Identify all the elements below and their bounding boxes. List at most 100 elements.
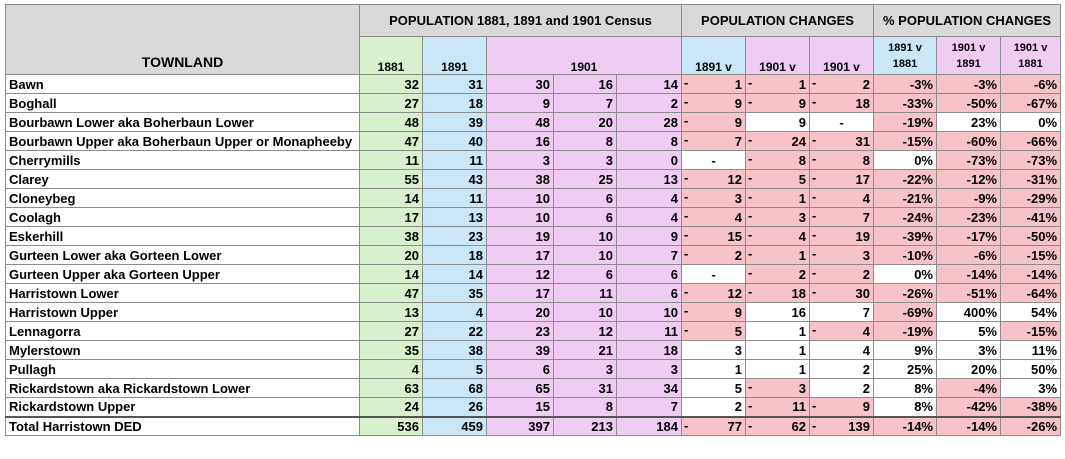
- change-1891-v-1881-cell[interactable]: 5: [681, 378, 746, 398]
- pop-1881-cell[interactable]: 35: [359, 340, 423, 360]
- total-1901-female-cell[interactable]: 184: [616, 415, 682, 436]
- pct-1901-v-1881-cell[interactable]: 50%: [999, 359, 1062, 379]
- pop-1901-male-cell[interactable]: 6: [553, 264, 617, 284]
- pop-1901-male-cell[interactable]: 21: [553, 340, 617, 360]
- pct-1901-v-1881-cell[interactable]: -29%: [999, 188, 1062, 208]
- pct-1901-v-1881-cell[interactable]: 11%: [999, 340, 1062, 360]
- pop-1881-cell[interactable]: 55: [359, 169, 423, 189]
- pop-1901-total-cell[interactable]: 10: [486, 188, 554, 208]
- change-1901-v-1881-cell[interactable]: 2: [809, 359, 874, 379]
- pop-1881-cell[interactable]: 27: [359, 321, 423, 341]
- change-1901-v-1881-cell[interactable]: -8: [809, 150, 874, 170]
- pct-1891-v-1881-cell[interactable]: 9%: [873, 340, 937, 360]
- pct-1901-v-1891-cell[interactable]: -12%: [936, 169, 1001, 189]
- pop-1901-female-cell[interactable]: 34: [616, 378, 682, 398]
- pop-1901-female-cell[interactable]: 2: [616, 93, 682, 113]
- pct-1901-v-1891-cell[interactable]: 20%: [936, 359, 1001, 379]
- pop-1891-cell[interactable]: 22: [422, 321, 487, 341]
- pop-1901-male-cell[interactable]: 8: [553, 131, 617, 151]
- townland-name-cell[interactable]: Mylerstown: [5, 340, 360, 360]
- change-1901-v-1881-cell[interactable]: 7: [809, 302, 874, 322]
- pct-1891-v-1881-cell[interactable]: -10%: [873, 245, 937, 265]
- pop-1881-cell[interactable]: 14: [359, 264, 423, 284]
- pct-1901-v-1891-cell[interactable]: 5%: [936, 321, 1001, 341]
- pop-1891-cell[interactable]: 4: [422, 302, 487, 322]
- total-pct-1901-v-1881-cell[interactable]: -26%: [999, 415, 1062, 436]
- pop-1901-total-cell[interactable]: 19: [486, 226, 554, 246]
- total-1891-cell[interactable]: 459: [422, 415, 487, 436]
- pop-1881-cell[interactable]: 14: [359, 188, 423, 208]
- pop-1901-female-cell[interactable]: 4: [616, 207, 682, 227]
- pop-1891-cell[interactable]: 13: [422, 207, 487, 227]
- change-1901-v-1881-cell[interactable]: -9: [809, 397, 874, 417]
- pop-1881-cell[interactable]: 20: [359, 245, 423, 265]
- change-1891-v-1881-cell[interactable]: -3: [681, 188, 746, 208]
- pop-1901-female-cell[interactable]: 14: [616, 74, 682, 94]
- pop-1901-total-cell[interactable]: 16: [486, 131, 554, 151]
- pop-1881-cell[interactable]: 48: [359, 112, 423, 132]
- pct-1901-v-1881-cell[interactable]: -6%: [999, 74, 1062, 94]
- townland-name-cell[interactable]: Gurteen Upper aka Gorteen Upper: [5, 264, 360, 284]
- pct-1901-v-1891-cell[interactable]: -3%: [936, 74, 1001, 94]
- pct-1901-v-1881-cell[interactable]: -66%: [999, 131, 1062, 151]
- change-1901-v-1891-cell[interactable]: 1: [745, 359, 810, 379]
- change-1891-v-1881-cell[interactable]: - 12: [681, 169, 746, 189]
- pop-1891-cell[interactable]: 38: [422, 340, 487, 360]
- pop-1901-female-cell[interactable]: 3: [616, 359, 682, 379]
- pop-1891-cell[interactable]: 18: [422, 93, 487, 113]
- pct-1901-v-1881-cell[interactable]: -73%: [999, 150, 1062, 170]
- pop-1901-female-cell[interactable]: 18: [616, 340, 682, 360]
- pop-1901-female-cell[interactable]: 13: [616, 169, 682, 189]
- pop-1881-cell[interactable]: 32: [359, 74, 423, 94]
- pct-1901-v-1891-cell[interactable]: -50%: [936, 93, 1001, 113]
- change-1901-v-1881-cell[interactable]: -3: [809, 245, 874, 265]
- pop-1901-male-cell[interactable]: 3: [553, 150, 617, 170]
- change-1891-v-1881-cell[interactable]: -5: [681, 321, 746, 341]
- total-change-1901-v-1881-cell[interactable]: - 139: [809, 415, 874, 436]
- pop-1901-total-cell[interactable]: 23: [486, 321, 554, 341]
- pop-1881-cell[interactable]: 47: [359, 131, 423, 151]
- pct-1901-v-1881-cell[interactable]: -15%: [999, 321, 1062, 341]
- pct-1901-v-1881-cell[interactable]: -67%: [999, 93, 1062, 113]
- pop-1901-total-cell[interactable]: 17: [486, 283, 554, 303]
- pop-1901-female-cell[interactable]: 10: [616, 302, 682, 322]
- pop-1901-male-cell[interactable]: 10: [553, 245, 617, 265]
- pct-1901-v-1891-cell[interactable]: -23%: [936, 207, 1001, 227]
- pop-1901-female-cell[interactable]: 7: [616, 397, 682, 417]
- pop-1901-male-cell[interactable]: 6: [553, 188, 617, 208]
- pop-1891-cell[interactable]: 35: [422, 283, 487, 303]
- change-1901-v-1881-cell[interactable]: 4: [809, 340, 874, 360]
- pop-1901-total-cell[interactable]: 48: [486, 112, 554, 132]
- pct-1891-v-1881-cell[interactable]: 8%: [873, 378, 937, 398]
- pop-1901-male-cell[interactable]: 20: [553, 112, 617, 132]
- pop-1901-total-cell[interactable]: 39: [486, 340, 554, 360]
- pop-1901-total-cell[interactable]: 30: [486, 74, 554, 94]
- pct-1891-v-1881-cell[interactable]: 25%: [873, 359, 937, 379]
- pop-1891-cell[interactable]: 5: [422, 359, 487, 379]
- pop-1901-total-cell[interactable]: 65: [486, 378, 554, 398]
- change-1891-v-1881-cell[interactable]: -9: [681, 302, 746, 322]
- pop-1891-cell[interactable]: 43: [422, 169, 487, 189]
- pct-1901-v-1881-cell[interactable]: -50%: [999, 226, 1062, 246]
- pop-1901-female-cell[interactable]: 0: [616, 150, 682, 170]
- pct-1891-v-1881-cell[interactable]: -21%: [873, 188, 937, 208]
- change-1901-v-1881-cell[interactable]: - 19: [809, 226, 874, 246]
- pop-1891-cell[interactable]: 14: [422, 264, 487, 284]
- change-1901-v-1891-cell[interactable]: -8: [745, 150, 810, 170]
- pct-1891-v-1881-cell[interactable]: -22%: [873, 169, 937, 189]
- pop-1881-cell[interactable]: 63: [359, 378, 423, 398]
- pct-1901-v-1881-cell[interactable]: -38%: [999, 397, 1062, 417]
- total-change-1891-cell[interactable]: - 77: [681, 415, 746, 436]
- change-1891-v-1881-cell[interactable]: -: [681, 150, 746, 170]
- townland-name-cell[interactable]: Bourbawn Lower aka Boherbaun Lower: [5, 112, 360, 132]
- total-change-1901-v-1891-cell[interactable]: - 62: [745, 415, 810, 436]
- change-1901-v-1891-cell[interactable]: -2: [745, 264, 810, 284]
- change-1891-v-1881-cell[interactable]: 1: [681, 359, 746, 379]
- townland-name-cell[interactable]: Gurteen Lower aka Gorteen Lower: [5, 245, 360, 265]
- pct-1901-v-1881-cell[interactable]: 54%: [999, 302, 1062, 322]
- total-1901-cell[interactable]: 397: [486, 415, 554, 436]
- pop-1901-total-cell[interactable]: 6: [486, 359, 554, 379]
- townland-name-cell[interactable]: Pullagh: [5, 359, 360, 379]
- change-1891-v-1881-cell[interactable]: -7: [681, 131, 746, 151]
- pop-1901-male-cell[interactable]: 25: [553, 169, 617, 189]
